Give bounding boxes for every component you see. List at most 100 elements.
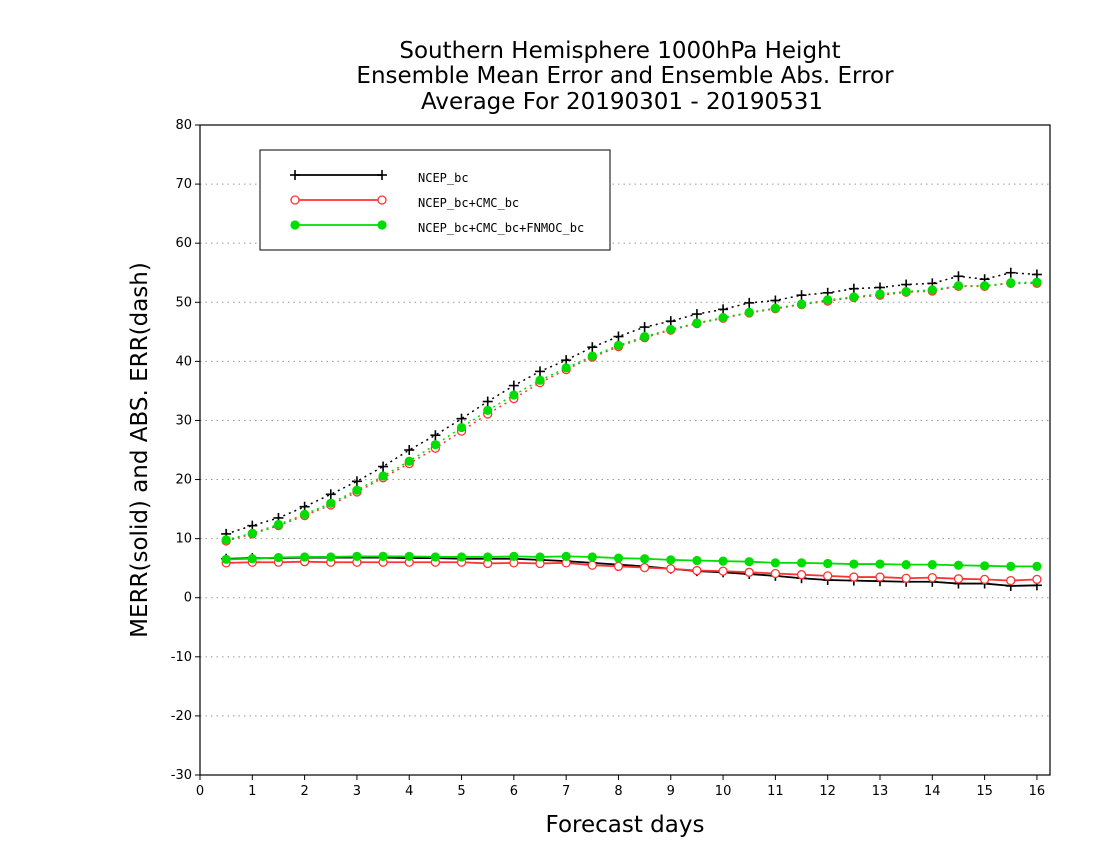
series-3-abs-point-27 <box>927 285 937 295</box>
series-1-abs-point-7 <box>404 445 415 455</box>
series-2 <box>221 278 1042 586</box>
series-2-mean-point-15 <box>613 561 624 572</box>
x-tick-label-10: 10 <box>715 784 732 799</box>
series-3-mean-point-12 <box>535 552 545 562</box>
series-3-mean-point-23 <box>823 558 833 569</box>
series-3-mean-point-21 <box>770 558 780 568</box>
legend-marker-3-a <box>290 220 300 230</box>
series-3-mean-point-10 <box>483 552 493 562</box>
x-tick-label-9: 9 <box>667 784 675 799</box>
series-3 <box>221 277 1042 572</box>
series-2-mean-point-21 <box>770 568 781 579</box>
chart-title-line-2: Ensemble Mean Error and Ensemble Abs. Er… <box>356 63 894 89</box>
series-2-mean-point-26 <box>901 573 911 583</box>
series-3-abs-point-1 <box>247 528 257 538</box>
gridlines <box>200 183 1050 717</box>
series-3-mean-point-25 <box>875 559 885 569</box>
series-group <box>221 267 1042 591</box>
x-tick-label-1: 1 <box>248 784 256 799</box>
series-1-abs-point-18 <box>691 309 702 320</box>
series-3-mean-point-9 <box>456 552 467 562</box>
series-3-abs-point-11 <box>509 390 519 400</box>
legend-label-1: NCEP_bc <box>418 171 469 185</box>
series-3-mean-point-0 <box>221 554 231 564</box>
series-1-abs-err-line <box>225 271 1037 535</box>
chart-title-line-3: Average For 20190301 - 20190531 <box>421 89 823 115</box>
series-3-mean-point-17 <box>666 555 676 565</box>
series-3-mean-point-27 <box>927 560 937 570</box>
series-3-abs-point-7 <box>404 456 414 466</box>
series-3-mean-point-4 <box>326 552 336 562</box>
legend-label-2: NCEP_bc+CMC_bc <box>418 196 519 210</box>
series-3-abs-point-23 <box>823 295 833 305</box>
legend-marker-1-b <box>377 170 387 180</box>
legend-marker-2-b <box>377 195 387 205</box>
series-1-abs-point-22 <box>796 290 807 301</box>
series-1-abs-point-24 <box>848 283 859 294</box>
series-1-abs-point-10 <box>482 396 493 407</box>
series-2-mean-point-28 <box>953 574 964 584</box>
x-tick-label-2: 2 <box>300 784 308 799</box>
series-2-mean-point-24 <box>849 572 859 582</box>
series-2-mean-point-23 <box>823 571 833 581</box>
series-1-abs-point-8 <box>430 430 441 441</box>
x-axis: 0 1 2 3 4 5 6 7 8 9 10 11 12 13 14 15 16 <box>196 775 1045 799</box>
plot-area <box>199 124 1051 776</box>
series-2-mean-point-16 <box>639 562 650 573</box>
series-3-mean-point-18 <box>692 555 702 566</box>
series-3-abs-point-4 <box>326 498 336 508</box>
series-3-abs-point-0 <box>221 535 231 545</box>
y-tick-label-40: 40 <box>175 354 192 369</box>
series-3-abs-point-31 <box>1032 277 1042 287</box>
series-3-abs-point-29 <box>980 281 990 291</box>
series-3-abs-point-8 <box>430 440 440 450</box>
series-3-mean-point-26 <box>901 560 911 570</box>
series-3-abs-point-16 <box>640 331 650 342</box>
series-2-mean-point-18 <box>692 565 702 576</box>
series-1-abs-point-14 <box>587 342 598 353</box>
series-3-mean-point-16 <box>640 554 650 564</box>
y-tick-label-80: 80 <box>175 118 192 133</box>
series-3-mean-point-14 <box>587 552 597 562</box>
series-3-mean-point-30 <box>1006 561 1016 572</box>
legend-items <box>290 170 387 230</box>
series-1-abs-point-9 <box>456 413 467 424</box>
series-2-mean-point-29 <box>979 574 990 585</box>
y-tick-label-0: 0 <box>184 591 192 606</box>
x-tick-label-14: 14 <box>924 784 941 799</box>
y-tick-label-30: 30 <box>175 413 192 428</box>
series-3-mean-point-20 <box>744 557 754 567</box>
series-2-mean-point-27 <box>927 572 937 583</box>
series-2-mean-point-31 <box>1032 574 1042 585</box>
series-3-abs-point-19 <box>718 313 728 323</box>
series-2-mean-point-17 <box>666 564 676 574</box>
x-tick-label-5: 5 <box>457 784 465 799</box>
series-3-abs-point-20 <box>744 307 754 317</box>
series-3-abs-point-28 <box>953 281 964 291</box>
series-3-abs-point-22 <box>796 299 807 309</box>
series-3-mean-point-22 <box>796 558 807 568</box>
series-2-mean-point-25 <box>875 572 885 582</box>
series-3-mean-point-2 <box>273 552 284 563</box>
series-3-mean-point-7 <box>404 551 414 561</box>
series-1-abs-point-6 <box>378 461 389 472</box>
series-2-mean-point-22 <box>796 570 807 580</box>
legend-marker-3-b <box>377 220 387 230</box>
x-tick-label-7: 7 <box>562 784 570 799</box>
series-3-mean-point-13 <box>561 551 571 561</box>
legend-label-3: NCEP_bc+CMC_bc+FNMOC_bc <box>418 221 584 235</box>
x-tick-label-15: 15 <box>976 784 993 799</box>
series-3-abs-point-15 <box>613 340 624 351</box>
series-3-abs-point-18 <box>692 318 702 328</box>
series-1-abs-point-17 <box>665 316 676 327</box>
series-1-abs-point-12 <box>535 366 545 377</box>
series-1-abs-point-5 <box>351 476 362 487</box>
x-tick-label-16: 16 <box>1029 784 1046 799</box>
y-tick-label-10: 10 <box>175 532 192 547</box>
x-tick-label-4: 4 <box>405 784 413 799</box>
series-2-mean-point-19 <box>718 566 728 576</box>
series-3-mean-point-11 <box>509 551 519 561</box>
series-1-abs-point-11 <box>508 380 519 391</box>
x-tick-label-8: 8 <box>614 784 622 799</box>
